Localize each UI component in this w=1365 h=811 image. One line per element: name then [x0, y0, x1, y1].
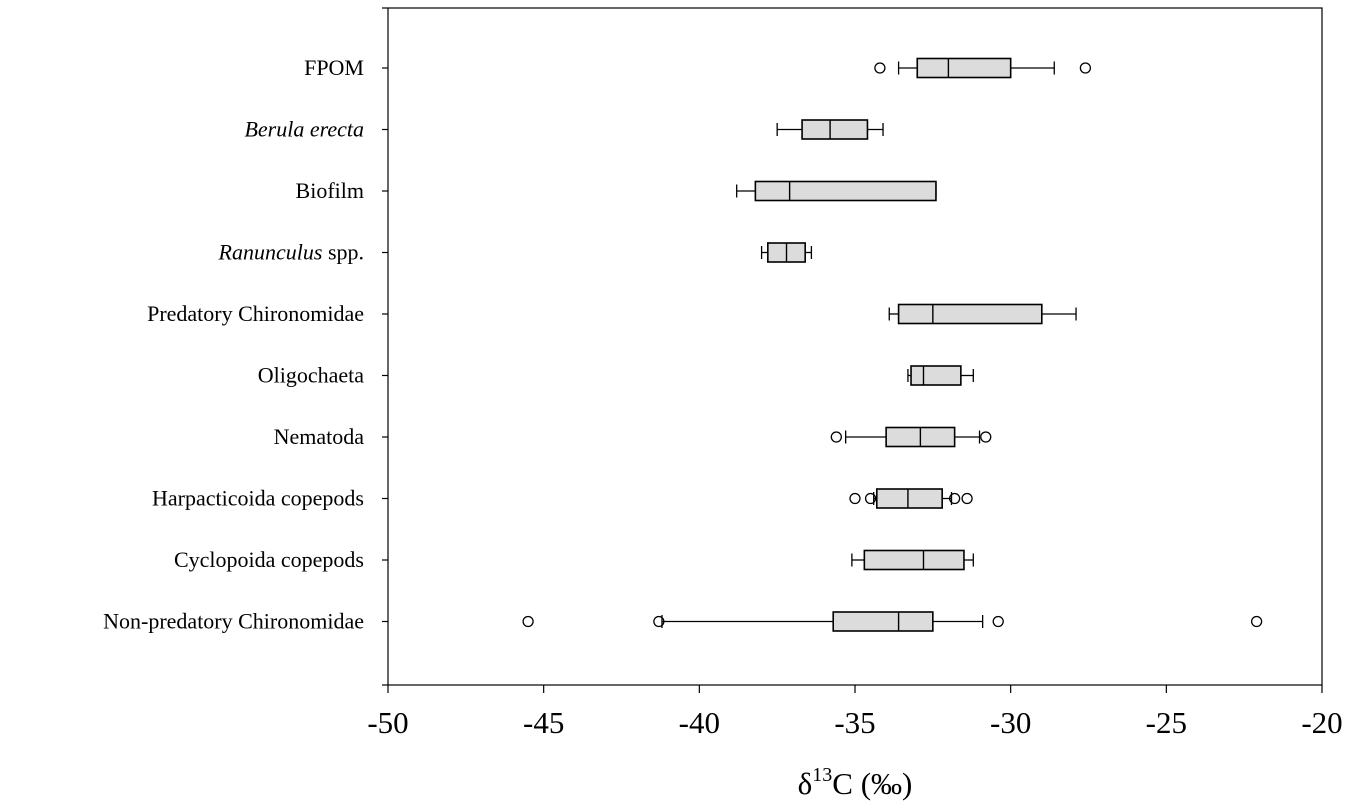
- outlier-point: [980, 431, 992, 443]
- iqr-box: [754, 180, 937, 202]
- x-axis-title: δ13C (‰): [798, 764, 913, 801]
- x-axis: -50 -45 -40 -35 -30 -25 -20: [367, 685, 1343, 740]
- x-tick-label: -40: [679, 705, 720, 740]
- box-plot-row: [760, 242, 813, 263]
- x-tick-label: -35: [834, 705, 875, 740]
- iqr-box: [875, 488, 943, 509]
- outlier-point: [830, 431, 842, 443]
- iqr-box: [832, 611, 934, 632]
- outlier-point: [992, 615, 1004, 628]
- box-plot-row: [851, 549, 974, 571]
- plot-area: [387, 7, 1323, 686]
- outlier-point: [1079, 62, 1092, 74]
- outlier-point: [1250, 615, 1263, 628]
- x-tick-label: -45: [523, 705, 564, 740]
- category-label: Berula erecta: [244, 117, 364, 142]
- iqr-box: [916, 57, 1012, 79]
- box-plot-row: [830, 426, 992, 448]
- iqr-box: [910, 365, 962, 386]
- outlier-point: [653, 615, 665, 628]
- category-label: Non-predatory Chironomidae: [103, 609, 364, 634]
- iqr-box: [863, 549, 965, 571]
- category-label: Nematoda: [274, 424, 365, 449]
- outlier-point: [948, 492, 961, 505]
- box-plot-row: [736, 180, 937, 202]
- box-plot-row: [888, 303, 1077, 325]
- category-label: Cyclopoida copepods: [174, 547, 364, 572]
- plot-border: [387, 7, 1323, 686]
- y-axis: FPOM Berula erecta Biofilm Ranunculus spp. P…: [103, 7, 388, 686]
- category-label: Oligochaeta: [258, 363, 365, 388]
- iqr-box: [897, 303, 1043, 325]
- box-plot-row: [522, 611, 1263, 632]
- x-tick-label: -20: [1301, 705, 1342, 740]
- category-label: FPOM: [304, 55, 364, 80]
- category-label: Predatory Chironomidae: [147, 301, 364, 326]
- box-series: [522, 57, 1263, 632]
- category-label: Ranunculus spp.: [218, 240, 364, 265]
- box-plot-row: [907, 365, 974, 386]
- category-label: Biofilm: [296, 178, 364, 203]
- x-tick-label: -50: [367, 705, 408, 740]
- box-plot-row: [874, 57, 1092, 79]
- x-tick-label: -30: [990, 705, 1031, 740]
- outlier-point: [522, 615, 534, 628]
- outlier-point: [849, 492, 861, 505]
- outlier-point: [874, 62, 886, 74]
- outlier-point: [961, 492, 973, 505]
- box-plot-row: [849, 488, 973, 509]
- x-tick-label: -25: [1146, 705, 1187, 740]
- outlier-point: [864, 492, 877, 505]
- box-plot-row: [776, 119, 884, 140]
- iqr-box: [801, 119, 869, 140]
- category-label: Harpacticoida copepods: [152, 486, 364, 511]
